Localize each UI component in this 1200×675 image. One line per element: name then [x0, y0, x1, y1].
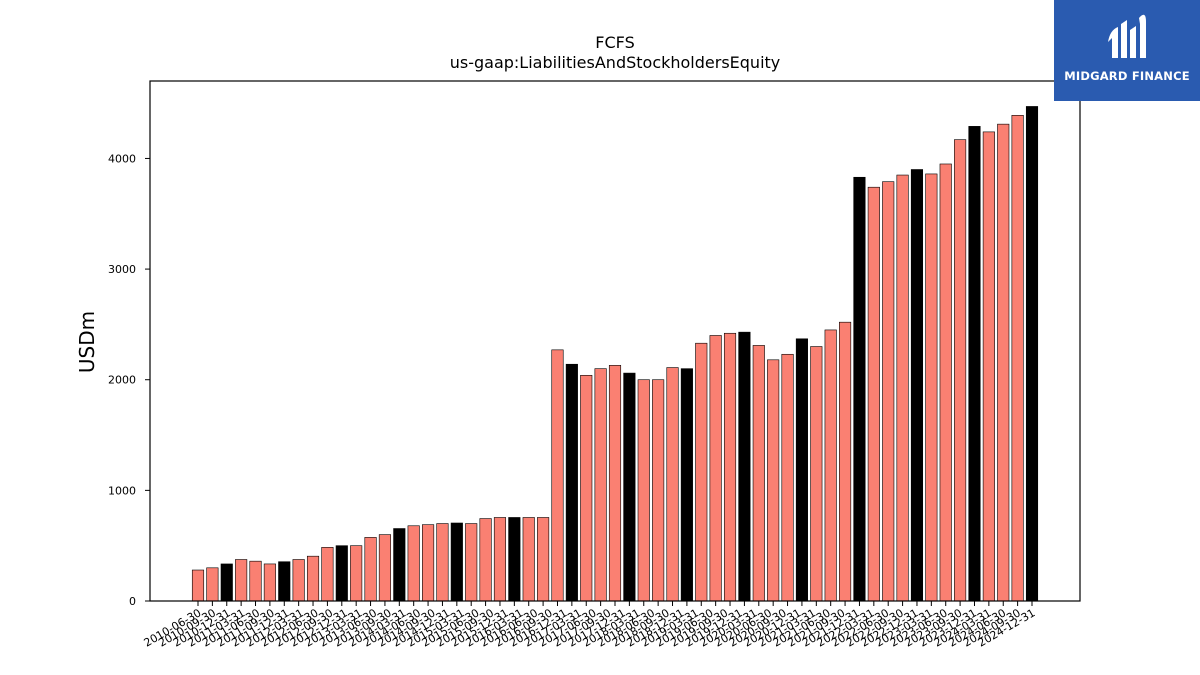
- bar-2014-06-30: [422, 524, 435, 602]
- bar-2013-03-31: [350, 545, 363, 602]
- bar-2011-06-30: [249, 560, 262, 602]
- y-tick-label-4000: 4000: [108, 152, 136, 165]
- bar-2023-12-31: [968, 126, 981, 602]
- bar-2018-12-31: [680, 368, 693, 602]
- bar-2018-09-30: [666, 367, 679, 602]
- y-tick-label-1000: 1000: [108, 484, 136, 497]
- bar-2017-12-31: [623, 372, 636, 602]
- bar-2019-06-30: [709, 335, 722, 602]
- bar-2011-09-30: [263, 563, 276, 602]
- bar-2016-09-30: [551, 349, 564, 602]
- bar-2016-06-30: [537, 517, 550, 602]
- bar-2012-03-31: [292, 559, 305, 602]
- midgard-finance-logo: MIDGARD FINANCE: [1054, 0, 1200, 101]
- bar-2011-03-31: [235, 559, 248, 602]
- bar-2015-12-31: [508, 517, 521, 602]
- logo-text: MIDGARD FINANCE: [1064, 69, 1190, 83]
- bar-2021-06-30: [824, 329, 837, 602]
- bar-2012-12-31: [335, 545, 348, 602]
- bar-2023-06-30: [939, 163, 952, 602]
- bar-2015-06-30: [479, 518, 492, 602]
- bar-2011-12-31: [278, 561, 291, 602]
- bar-2014-12-31: [450, 522, 463, 602]
- x-axis: 2010-06-302010-09-302010-12-312011-03-31…: [142, 601, 1038, 650]
- bar-2022-12-31: [910, 169, 924, 602]
- bars-group: [191, 106, 1039, 602]
- bar-2021-09-30: [839, 321, 852, 602]
- chart-subtitle: us-gaap:LiabilitiesAndStockholdersEquity: [450, 53, 781, 72]
- bar-2015-09-30: [493, 517, 507, 602]
- bar-2010-12-31: [220, 563, 233, 602]
- bar-2022-03-31: [867, 186, 880, 602]
- bar-2016-12-31: [565, 363, 578, 602]
- y-tick-label-3000: 3000: [108, 263, 136, 276]
- y-tick-label-2000: 2000: [108, 374, 136, 387]
- plot-frame: [149, 80, 1081, 602]
- bar-2020-12-31: [795, 338, 808, 602]
- bar-2012-09-30: [321, 547, 334, 602]
- bar-2021-03-31: [810, 346, 823, 602]
- chart-title: FCFS: [595, 33, 634, 52]
- bar-2010-06-30: [191, 569, 205, 602]
- bar-2019-09-30: [723, 332, 737, 602]
- bar-2020-03-31: [752, 345, 765, 602]
- bar-2017-06-30: [594, 368, 607, 602]
- bar-2018-06-30: [652, 379, 665, 602]
- bar-2024-12-31: [1025, 106, 1039, 602]
- bar-2013-06-30: [364, 537, 377, 602]
- bar-2024-03-31: [982, 131, 995, 602]
- logo-mark-icon: [1108, 14, 1146, 59]
- bar-2010-09-30: [206, 567, 219, 602]
- bar-2017-09-30: [608, 365, 622, 602]
- bar-2016-03-31: [522, 517, 535, 602]
- bar-2012-06-30: [306, 555, 320, 602]
- bar-2013-12-31: [393, 528, 406, 602]
- bar-2023-09-30: [954, 139, 967, 602]
- bar-2024-09-30: [1011, 115, 1024, 602]
- bar-2022-09-30: [896, 174, 909, 602]
- bar-2020-06-30: [767, 359, 780, 602]
- bar-2013-09-30: [378, 534, 391, 602]
- y-axis: 0 1000 2000 3000 4000: [108, 152, 150, 608]
- y-tick-label-0: 0: [129, 595, 136, 608]
- bar-2019-12-31: [738, 331, 751, 602]
- bar-2020-09-30: [781, 353, 794, 602]
- bar-2017-03-31: [580, 374, 593, 602]
- bar-2014-09-30: [436, 523, 449, 602]
- bar-2023-03-31: [925, 173, 938, 602]
- bar-2021-12-31: [853, 176, 866, 602]
- bar-2024-06-30: [997, 123, 1010, 602]
- bar-2019-03-31: [695, 342, 708, 602]
- bar-2018-03-31: [637, 379, 650, 602]
- bar-2014-03-31: [407, 525, 420, 602]
- y-axis-label: USDm: [75, 311, 99, 373]
- bar-2015-03-31: [465, 523, 478, 602]
- bar-2022-06-30: [882, 181, 895, 602]
